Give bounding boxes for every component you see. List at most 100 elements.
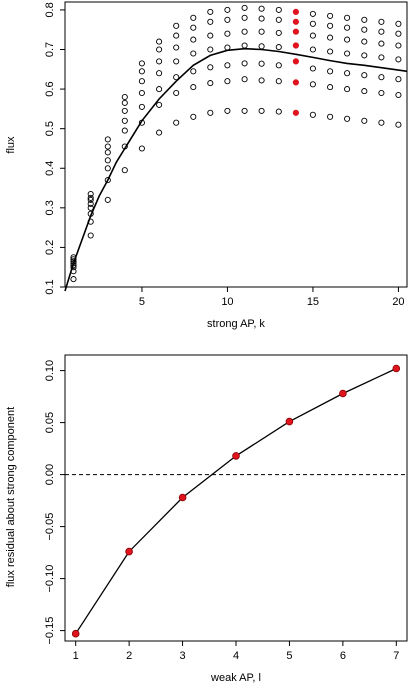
data-point	[190, 50, 197, 57]
data-point	[361, 117, 368, 124]
top-y-axis: 0.1 0.2 0.3 0.4 0.5 0.6 0.7 0.8	[44, 2, 65, 295]
bottom-y-axis: −0.15 −0.10 −0.05 0.00 0.05 0.10	[44, 360, 65, 645]
data-point	[361, 88, 368, 95]
x-tick-label: 1	[73, 650, 79, 662]
data-point	[275, 16, 282, 23]
data-point	[309, 32, 316, 39]
data-point	[378, 40, 385, 47]
data-point	[70, 264, 77, 271]
y-tick-label: 0.5	[44, 121, 56, 136]
data-point	[104, 157, 111, 164]
data-point	[395, 121, 402, 128]
data-point	[224, 107, 231, 114]
data-point	[327, 68, 334, 75]
data-point	[344, 115, 351, 122]
data-point	[241, 76, 248, 83]
data-point	[156, 58, 163, 65]
data-point	[378, 74, 385, 81]
data-point	[395, 42, 402, 49]
data-point	[207, 80, 214, 87]
y-tick-label: 0.7	[44, 42, 56, 57]
data-point	[275, 78, 282, 85]
bottom-series-line-layer	[75, 367, 397, 635]
data-point	[207, 109, 214, 116]
data-point	[395, 56, 402, 63]
data-point	[138, 60, 145, 67]
y-tick-label: 0.00	[44, 464, 56, 485]
data-point	[121, 143, 128, 150]
data-point	[125, 547, 133, 556]
data-point	[275, 62, 282, 69]
data-point	[121, 107, 128, 114]
top-panel: 5 10 15 20 0.1 0.2 0.3 0.4 0.5 0.6 0.7 0.8 strong …	[5, 1, 408, 330]
data-point	[87, 194, 94, 201]
data-point	[87, 196, 94, 203]
data-point	[104, 143, 111, 150]
data-point	[178, 493, 187, 502]
data-point	[190, 24, 197, 31]
data-point	[309, 65, 316, 72]
data-point	[190, 36, 197, 43]
highlighted-data-point	[292, 8, 299, 15]
data-point	[224, 44, 231, 51]
y-tick-label: −0.05	[44, 513, 56, 541]
data-point	[173, 119, 180, 126]
data-point	[327, 113, 334, 120]
data-point	[241, 28, 248, 35]
series-line	[75, 367, 397, 635]
y-tick-label: −0.15	[44, 617, 56, 645]
data-point	[361, 38, 368, 45]
data-point	[121, 93, 128, 101]
data-point	[361, 26, 368, 33]
data-point	[190, 84, 197, 91]
data-point	[275, 29, 282, 36]
data-point	[344, 70, 351, 77]
data-point	[241, 42, 248, 49]
data-point	[344, 24, 351, 31]
highlighted-data-point	[292, 28, 299, 35]
data-point	[275, 44, 282, 51]
x-tick-label: 2	[126, 650, 132, 662]
data-point	[258, 15, 265, 22]
data-point	[104, 165, 111, 172]
top-x-axis-label: strong AP, k	[207, 318, 265, 330]
data-point	[156, 46, 163, 53]
data-point	[156, 129, 163, 136]
data-point	[70, 258, 77, 265]
data-point	[121, 117, 128, 124]
data-point	[70, 268, 77, 275]
data-point	[258, 77, 265, 84]
y-tick-label: 0.4	[44, 161, 56, 176]
data-point	[378, 54, 385, 61]
data-point	[87, 200, 94, 207]
data-point	[344, 36, 351, 43]
data-point	[241, 107, 248, 114]
data-point	[138, 103, 145, 110]
data-point	[224, 62, 231, 69]
data-point	[309, 111, 316, 118]
top-points-layer	[70, 4, 402, 283]
data-point	[327, 22, 334, 29]
y-tick-label: 0.2	[44, 240, 56, 255]
top-y-axis-label: flux	[5, 136, 17, 154]
data-point	[378, 119, 385, 126]
bottom-x-axis: 1 2 3 4 5 6 7	[73, 641, 399, 662]
data-point	[173, 58, 180, 65]
data-point	[224, 16, 231, 23]
y-tick-label: 0.6	[44, 81, 56, 96]
data-point	[378, 89, 385, 97]
data-point	[207, 46, 214, 53]
data-point	[138, 119, 145, 126]
x-tick-label: 10	[221, 296, 233, 308]
top-fitted-curve-layer	[64, 47, 408, 292]
x-tick-label: 15	[307, 296, 319, 308]
data-point	[207, 18, 214, 25]
highlighted-data-point	[292, 79, 299, 86]
data-point	[138, 68, 145, 75]
data-point	[138, 145, 145, 152]
bottom-x-axis-label: weak AP, l	[210, 672, 261, 684]
x-tick-label: 4	[233, 650, 239, 662]
top-x-axis: 5 10 15 20	[139, 287, 405, 308]
data-point	[258, 43, 265, 50]
data-point	[361, 16, 368, 23]
